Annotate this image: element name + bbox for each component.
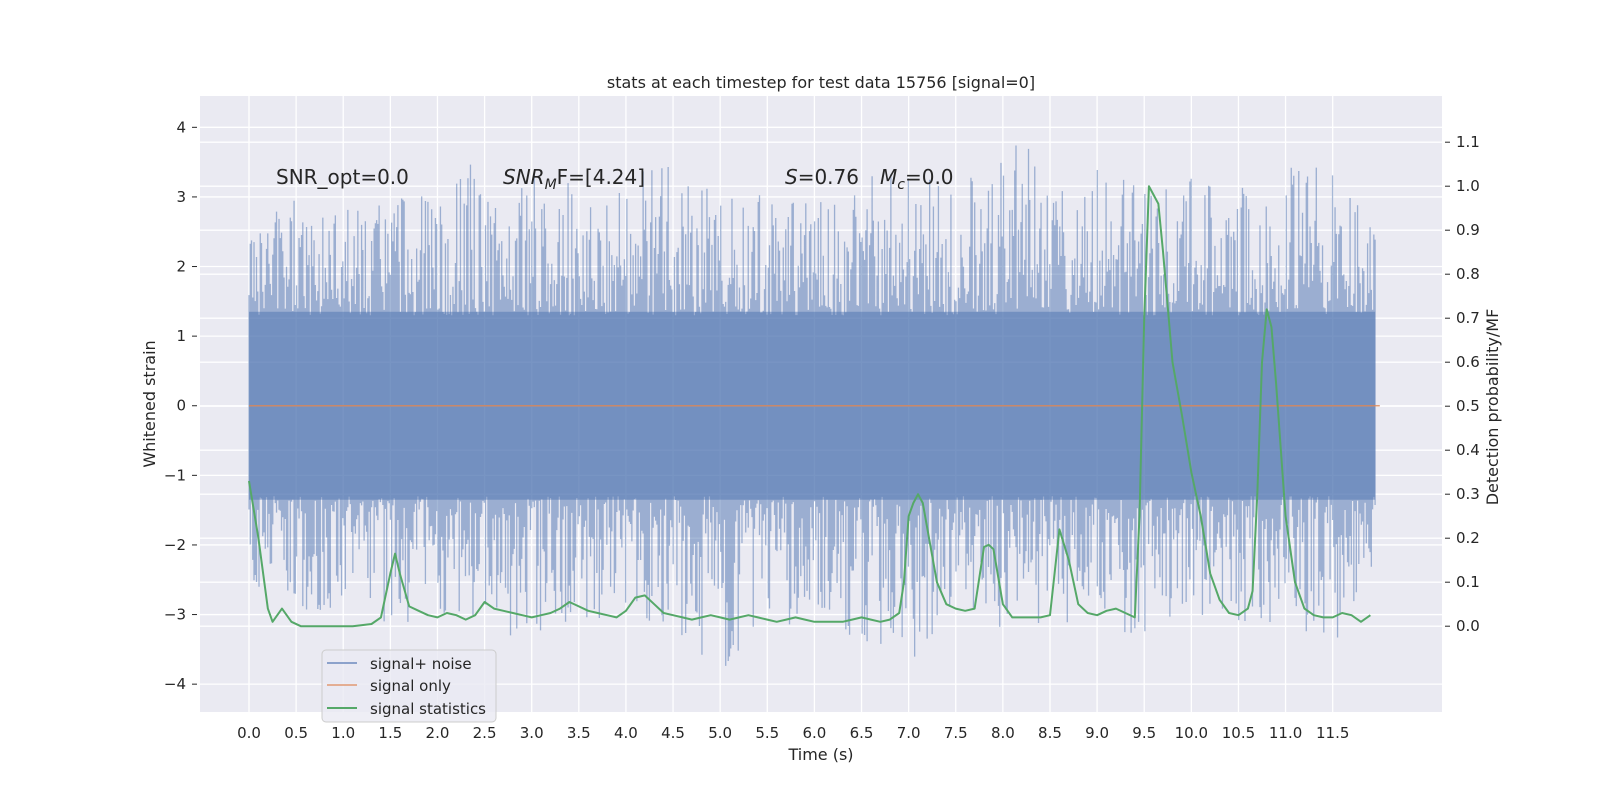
annotation-snr-mf-main: SNR: [503, 165, 545, 189]
x-axis-ticks: 0.0 0.5 1.0 1.5 2.0 2.5 3.0 3.5 4.0 4.5 5.0 5.5 6.0 6…: [237, 724, 1349, 742]
x-tick-label: 2.0: [426, 724, 450, 742]
legend-box: [321, 649, 497, 723]
y2-axis-ticks: 0.0 0.1 0.2 0.3 0.4 0.5 0.6 0.7 0.8 0.9 1.0 1.1: [1445, 133, 1480, 635]
x-axis-label: Time (s): [787, 745, 853, 764]
x-tick-label: 9.5: [1132, 724, 1156, 742]
y-tick-label: 1: [176, 327, 186, 345]
y-tick-label: 4: [176, 118, 186, 136]
x-tick-label: 10.5: [1222, 724, 1255, 742]
annotation-mc-sub: c: [897, 177, 905, 193]
y-tick-label: −4: [164, 675, 186, 693]
y-tick-label: 3: [176, 188, 186, 206]
annotation-snr-mf-sub: M: [545, 177, 557, 193]
x-tick-label: 3.5: [567, 724, 591, 742]
y-tick-label: −2: [164, 536, 186, 554]
x-tick-label: 2.5: [473, 724, 497, 742]
legend-label-signal: signal only: [370, 677, 451, 695]
x-tick-label: 7.0: [897, 724, 921, 742]
signal-statistics-layer: [248, 185, 1371, 628]
y-axis-label: Whitened strain: [140, 340, 159, 467]
annotation-mc-label: M: [880, 165, 897, 189]
x-tick-label: 10.0: [1175, 724, 1208, 742]
annotation-s: S=0.76: [785, 165, 859, 189]
y2-tick-label: 0.8: [1456, 265, 1480, 283]
x-tick-label: 11.0: [1269, 724, 1302, 742]
x-tick-label: 9.0: [1085, 724, 1109, 742]
annotation-mc: Mc=0.0: [880, 165, 954, 193]
x-tick-label: 6.5: [850, 724, 874, 742]
x-tick-label: 7.5: [944, 724, 968, 742]
y-tick-label: −3: [164, 606, 186, 624]
y2-tick-label: 0.5: [1456, 397, 1480, 415]
legend-label-noise: signal+ noise: [370, 655, 472, 673]
y-tick-label: 0: [176, 397, 186, 415]
x-tick-label: 0.0: [237, 724, 261, 742]
chart-title: stats at each timestep for test data 157…: [607, 73, 1035, 92]
y2-tick-label: 0.1: [1456, 573, 1480, 591]
y2-tick-label: 1.1: [1456, 133, 1480, 151]
y2-tick-label: 1.0: [1456, 177, 1480, 195]
legend: signal+ noise signal only signal statist…: [321, 649, 497, 723]
x-tick-label: 3.0: [520, 724, 544, 742]
y2-tick-label: 0.0: [1456, 617, 1480, 635]
x-tick-label: 4.5: [661, 724, 685, 742]
legend-label-stats: signal statistics: [370, 700, 486, 718]
annotation-snr-mf-rest: F=[4.24]: [557, 165, 645, 189]
x-tick-label: 4.0: [614, 724, 638, 742]
signal-statistics-line: [248, 185, 1371, 628]
y-tick-label: −1: [164, 466, 186, 484]
x-tick-label: 11.5: [1316, 724, 1349, 742]
y2-tick-label: 0.7: [1456, 309, 1480, 327]
x-tick-label: 8.0: [991, 724, 1015, 742]
y2-tick-label: 0.4: [1456, 441, 1480, 459]
annotation-mc-value: =0.0: [905, 165, 954, 189]
x-tick-label: 1.0: [331, 724, 355, 742]
y2-tick-label: 0.6: [1456, 353, 1480, 371]
y-tick-label: 2: [176, 258, 186, 276]
y2-axis-label: Detection probability/MF: [1483, 309, 1502, 506]
y2-tick-label: 0.3: [1456, 485, 1480, 503]
x-tick-label: 5.0: [708, 724, 732, 742]
y2-tick-label: 0.2: [1456, 529, 1480, 547]
y-axis-ticks: −4 −3 −2 −1 0 1 2 3 4: [164, 118, 197, 693]
annotation-s-label: S: [785, 165, 798, 189]
x-tick-label: 0.5: [284, 724, 308, 742]
x-tick-label: 5.5: [755, 724, 779, 742]
signal-noise-trace: [248, 145, 1376, 666]
annotation-snr-opt: SNR_opt=0.0: [276, 165, 409, 189]
x-tick-label: 1.5: [378, 724, 402, 742]
annotation-s-value: =0.76: [798, 165, 859, 189]
x-tick-label: 6.0: [802, 724, 826, 742]
x-tick-label: 8.5: [1038, 724, 1062, 742]
annotation-snr-mf: SNRMF=[4.24]: [503, 165, 645, 193]
y2-tick-label: 0.9: [1456, 221, 1480, 239]
